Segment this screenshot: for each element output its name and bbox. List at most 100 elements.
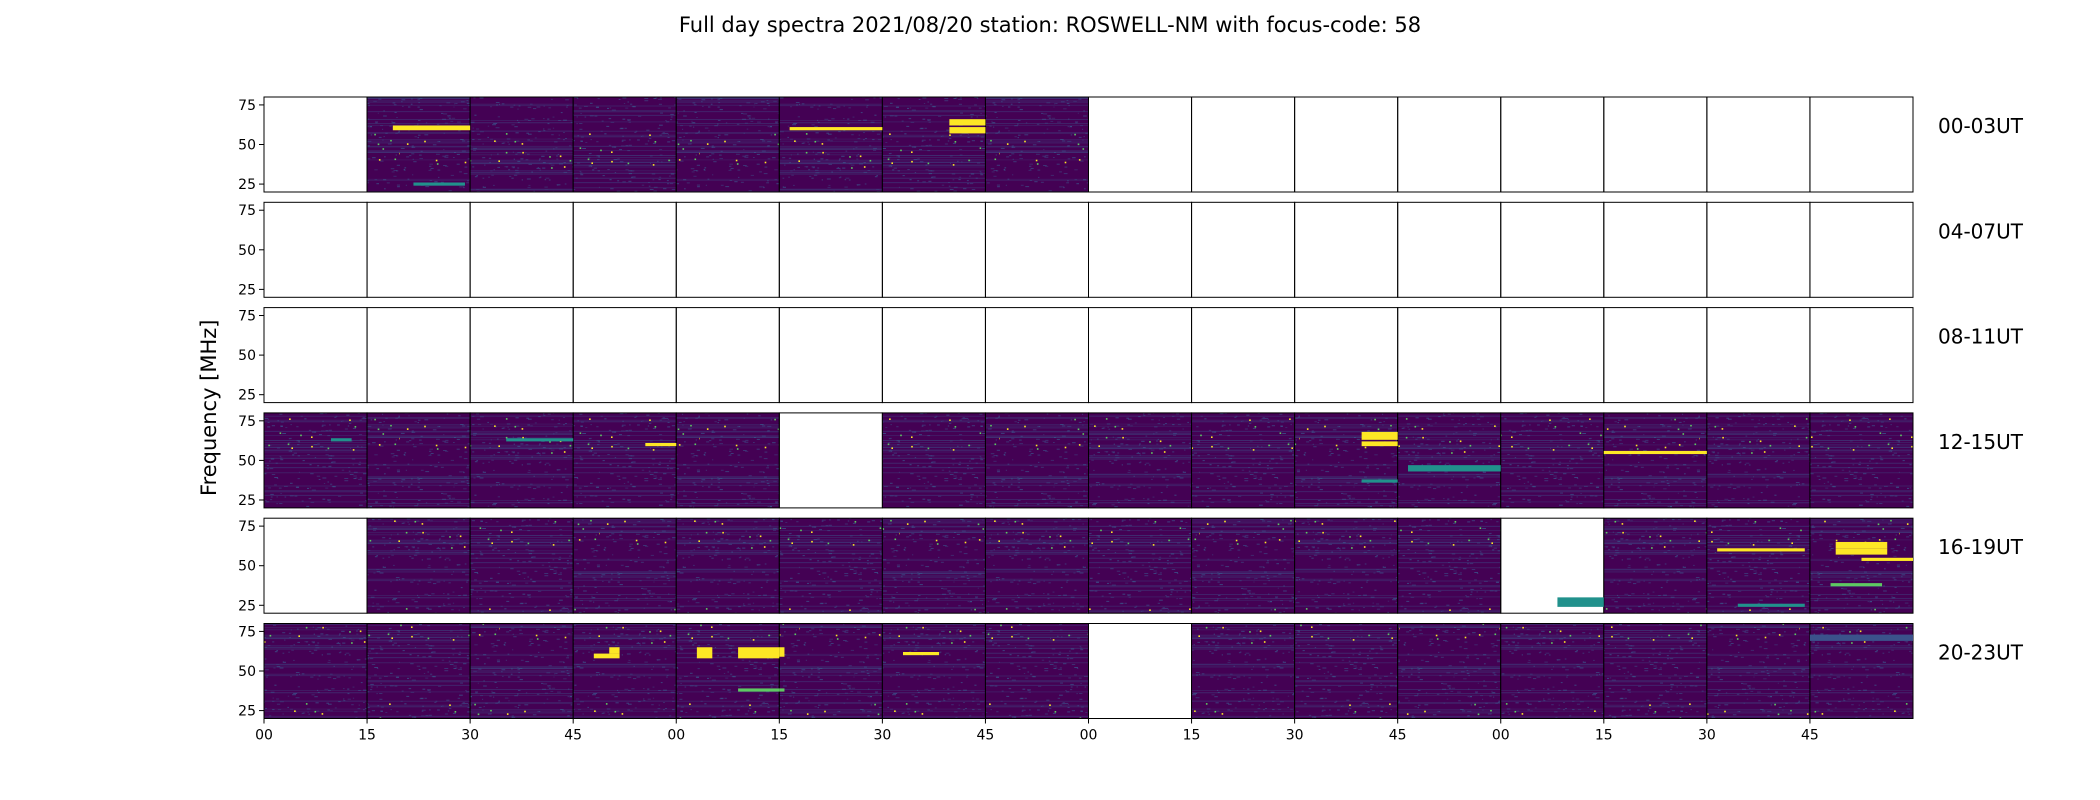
y-tick-label: 50 — [238, 138, 256, 154]
spectrum-panel — [1191, 518, 1295, 614]
panel-frame — [366, 201, 471, 298]
spectrum-panel — [367, 412, 471, 508]
panel-frame — [366, 307, 471, 404]
panel-frame — [778, 201, 883, 298]
row-label: 08-11UT — [1938, 325, 2024, 349]
panel-frame — [675, 307, 780, 404]
y-tick-label: 50 — [238, 559, 256, 575]
panel-frame — [1706, 307, 1811, 404]
spectrum-panel — [882, 97, 986, 192]
spectrum-panel — [264, 412, 368, 508]
x-tick-label: 00 — [667, 728, 685, 744]
y-tick-label: 75 — [238, 624, 256, 640]
spectrum-panel — [1191, 412, 1295, 508]
spectrum-panel — [1809, 518, 1913, 614]
burst-mark — [1830, 583, 1883, 587]
x-tick-label: 30 — [461, 728, 479, 744]
panel-frame — [1191, 307, 1296, 404]
panel-frame — [675, 201, 780, 298]
spectrum-panel — [470, 623, 574, 719]
panel-frame — [263, 517, 368, 614]
row-label: 00-03UT — [1938, 114, 2024, 138]
burst-mark — [392, 125, 471, 131]
panel-frame — [778, 412, 883, 509]
burst-mark — [1861, 557, 1913, 561]
spectrum-panel — [882, 412, 986, 508]
panel-frame — [263, 307, 368, 404]
panel-frame — [572, 307, 677, 404]
spectrum-panel — [573, 518, 677, 614]
spectrum-panel — [676, 623, 780, 719]
row-label: 20-23UT — [1938, 641, 2024, 665]
burst-mark — [1603, 450, 1707, 455]
spectrum-panel — [573, 412, 677, 508]
burst-mark — [738, 688, 780, 692]
panel-frame — [984, 201, 1089, 298]
panel-frame — [1603, 307, 1708, 404]
burst-mark — [789, 127, 883, 131]
spectrum-panel — [985, 623, 1089, 719]
burst-mark — [1361, 479, 1398, 483]
panel-frame — [1809, 96, 1914, 193]
panel-frame — [1500, 201, 1605, 298]
panel-frame — [263, 96, 368, 193]
x-tick-label: 30 — [873, 728, 891, 744]
panel-frame — [1500, 307, 1605, 404]
panel-frame — [469, 201, 574, 298]
panel-frame — [1088, 96, 1193, 193]
spectrum-panel — [1706, 623, 1810, 719]
panel-frame — [1397, 201, 1502, 298]
spectrum-panel — [779, 97, 883, 192]
panel-frame — [263, 201, 368, 298]
burst-mark — [645, 442, 677, 447]
y-tick-label: 75 — [238, 519, 256, 535]
x-tick-label: 45 — [1801, 728, 1819, 744]
panel-frame — [1706, 96, 1811, 193]
panel-frame — [1706, 201, 1811, 298]
row-label: 16-19UT — [1938, 535, 2024, 559]
burst-mark — [330, 438, 352, 442]
x-tick-label: 30 — [1698, 728, 1716, 744]
panel-frame — [778, 307, 883, 404]
spectrum-panel — [985, 518, 1089, 614]
x-tick-label: 15 — [1595, 728, 1613, 744]
burst-mark — [1361, 441, 1398, 447]
x-tick-label: 45 — [1389, 728, 1407, 744]
burst-mark — [506, 438, 574, 442]
burst-mark — [949, 127, 986, 134]
burst-mark — [902, 652, 940, 656]
burst-mark — [609, 647, 620, 654]
spectrum-panel — [1191, 623, 1295, 719]
panel-frame — [1809, 623, 1914, 719]
spectrum-panel — [573, 97, 677, 192]
chart-title: Full day spectra 2021/08/20 station: ROS… — [679, 13, 1421, 37]
spectrum-panel — [573, 623, 677, 719]
y-tick-label: 75 — [238, 203, 256, 219]
panel-frame — [1191, 201, 1296, 298]
panel-frame — [1809, 307, 1914, 404]
x-tick-label: 00 — [255, 728, 273, 744]
panel-frame — [469, 307, 574, 404]
y-tick-label: 25 — [238, 388, 256, 404]
panel-frame — [881, 201, 986, 298]
spectrum-panel — [882, 623, 986, 719]
x-tick-label: 00 — [1080, 728, 1098, 744]
y-tick-label: 50 — [238, 243, 256, 259]
y-axis-label: Frequency [MHz] — [197, 320, 221, 496]
burst-mark — [1717, 548, 1805, 552]
x-tick-label: 15 — [358, 728, 376, 744]
spectrum-panel — [676, 518, 780, 614]
spectrum-panel — [1603, 518, 1707, 614]
spectrum-panel — [470, 97, 574, 192]
spectrum-panel — [1397, 412, 1501, 508]
panel-frame — [1809, 201, 1914, 298]
panel-frame — [1603, 201, 1708, 298]
panel-frame — [1603, 96, 1708, 193]
spectrum-panel — [1603, 623, 1707, 719]
spectrum-panel — [367, 518, 471, 614]
spectrum-panel — [1706, 412, 1810, 508]
y-tick-label: 75 — [238, 414, 256, 430]
panel-frame — [1397, 307, 1502, 404]
x-tick-label: 45 — [564, 728, 582, 744]
